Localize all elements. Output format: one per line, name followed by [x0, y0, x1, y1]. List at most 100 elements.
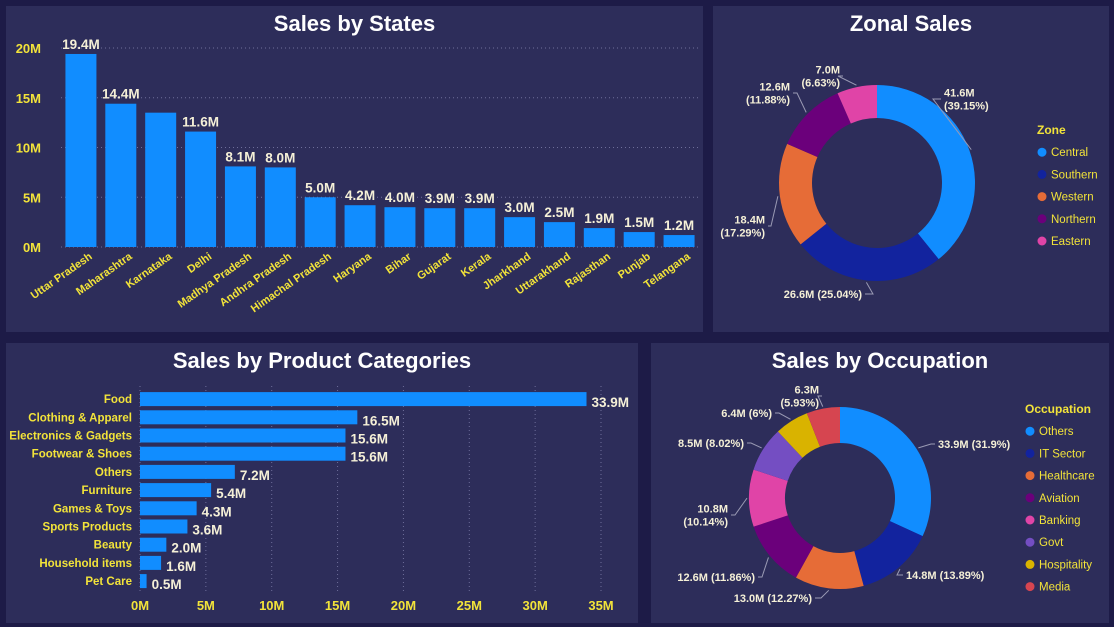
legend-label-aviation: Aviation [1039, 493, 1080, 505]
y-tick-label: 0M [23, 240, 41, 255]
bar-jharkhand [504, 217, 536, 247]
data-label-rajasthan: 1.9M [584, 211, 614, 226]
legend-title: Occupation [1025, 402, 1091, 416]
leader-line [817, 395, 824, 407]
leader-line [837, 75, 857, 86]
bar-electronics-gadgets [140, 428, 346, 443]
slice-southern [800, 223, 939, 281]
x-tick-label: 5M [197, 598, 215, 613]
leader-line [768, 196, 779, 227]
bar-karnataka [145, 112, 177, 247]
slice-others [840, 407, 931, 537]
slice-it-sector [854, 521, 923, 586]
slice-label-aviation: 12.6M (11.86%) [677, 572, 755, 584]
legend-swatch-healthcare [1025, 471, 1035, 481]
slice-eastern [837, 85, 877, 124]
data-label-bihar: 4.0M [385, 190, 415, 205]
y-tick-label-food: Food [104, 394, 132, 406]
slice-western [779, 143, 827, 245]
leader-line [815, 589, 830, 599]
slice-banking [749, 469, 788, 527]
bar-punjab [623, 232, 655, 247]
slice-label-others: 33.9M (31.9%) [938, 439, 1010, 451]
legend-label-others: Others [1039, 426, 1074, 438]
y-tick-label-others: Others [95, 467, 132, 479]
sales-by-categories-chart: 0M 5M 10M 15M 20M 25M 30M 35M Food 33.9M Clothing … [9, 386, 630, 613]
y-tick-label-beauty: Beauty [94, 540, 133, 552]
legend-label-healthcare: Healthcare [1039, 471, 1095, 483]
legend-label-hospitality: Hospitality [1039, 559, 1092, 571]
legend-label-western: Western [1051, 192, 1094, 204]
x-tick-label-madhya-pradesh: Madhya Pradesh [176, 250, 255, 310]
bar-beauty [140, 537, 167, 552]
slice-label-southern: 26.6M (25.04%) [784, 289, 863, 301]
legend-swatch-eastern [1037, 236, 1047, 246]
legend-label-eastern: Eastern [1051, 236, 1091, 248]
slice-label-eastern: (6.63%) [801, 78, 840, 90]
data-label-delhi: 11.6M [182, 115, 219, 130]
leader-line [775, 412, 791, 420]
legend-swatch-southern [1037, 169, 1047, 179]
slice-label-banking: 10.8M [697, 504, 728, 516]
data-label-uttar-pradesh: 19.4M [62, 37, 100, 52]
bar-bihar [384, 207, 416, 247]
x-tick-label: 15M [325, 598, 350, 613]
slice-label-media: 6.3M [795, 385, 819, 397]
data-label-uttarakhand: 2.5M [544, 205, 574, 220]
sales-by-occupation-chart: 33.9M (31.9%) 14.8M (13.89%) 13.0M (12.27%… [677, 385, 1095, 606]
legend-swatch-western [1037, 192, 1047, 202]
sales-by-states-panel: Sales by States 0M 5M 10M 15M 20M 19.4M Uttar … [6, 6, 703, 332]
x-tick-label: 25M [457, 598, 482, 613]
x-tick-label-kerala: Kerala [459, 250, 494, 280]
slice-aviation [753, 515, 814, 578]
zonal-sales-title: Zonal Sales [849, 11, 973, 36]
y-tick-label-electronics-gadgets: Electronics & Gadgets [9, 431, 132, 443]
sales-by-occupation-title: Sales by Occupation [771, 348, 989, 373]
sales-by-categories-title: Sales by Product Categories [172, 348, 472, 373]
y-tick-label-sports-products: Sports Products [43, 522, 132, 534]
legend-swatch-northern [1037, 214, 1047, 224]
x-tick-label-haryana: Haryana [331, 250, 374, 285]
slice-media [806, 407, 840, 447]
bar-footwear-shoes [140, 446, 346, 461]
data-label-punjab: 1.5M [624, 215, 654, 230]
data-label-household-items: 1.6M [166, 559, 196, 574]
slice-label-healthcare: 13.0M (12.27%) [734, 593, 813, 605]
data-label-food: 33.9M [592, 395, 630, 410]
x-tick-label-rajasthan: Rajasthan [563, 250, 613, 290]
sales-by-occupation-panel: Sales by Occupation 33.9M (31.9%) 14.8M (… [651, 343, 1109, 623]
leader-line [896, 568, 903, 576]
y-tick-label: 20M [16, 41, 41, 56]
y-tick-label-pet-care: Pet Care [85, 576, 132, 588]
legend-swatch-hospitality [1025, 559, 1035, 569]
legend-swatch-govt [1025, 537, 1035, 547]
slice-central [877, 85, 975, 260]
x-tick-label: 20M [391, 598, 416, 613]
leader-line [931, 98, 972, 150]
leader-line [865, 282, 874, 295]
slice-label-govt: 8.5M (8.02%) [678, 438, 744, 450]
y-tick-label-furniture: Furniture [82, 485, 132, 497]
data-label-clothing-apparel: 16.5M [362, 413, 400, 428]
x-tick-label-bihar: Bihar [384, 250, 415, 276]
zonal-sales-panel: Zonal Sales 41.6M (39.15%) 26.6M (25.04%) 1… [713, 6, 1109, 332]
leader-line [918, 443, 935, 449]
slice-label-western: 18.4M [734, 215, 765, 227]
x-tick-label: 35M [588, 598, 613, 613]
y-tick-label-games-toys: Games & Toys [53, 503, 132, 515]
data-label-maharashtra: 14.4M [102, 87, 140, 102]
bar-games-toys [140, 501, 197, 516]
bar-himachal-pradesh [304, 197, 336, 247]
legend-swatch-central [1037, 147, 1047, 157]
slice-label-it-sector: 14.8M (13.89%) [906, 570, 985, 582]
x-tick-label: 0M [131, 598, 149, 613]
leader-line [731, 497, 748, 516]
slice-label-northern: (11.88%) [746, 95, 790, 107]
data-label-telangana: 1.2M [664, 218, 694, 233]
legend-label-northern: Northern [1051, 214, 1096, 226]
bar-household-items [140, 555, 162, 570]
bar-rajasthan [583, 228, 615, 247]
bar-sports-products [140, 519, 188, 534]
bar-delhi [185, 131, 217, 247]
legend-label-govt: Govt [1039, 537, 1064, 549]
